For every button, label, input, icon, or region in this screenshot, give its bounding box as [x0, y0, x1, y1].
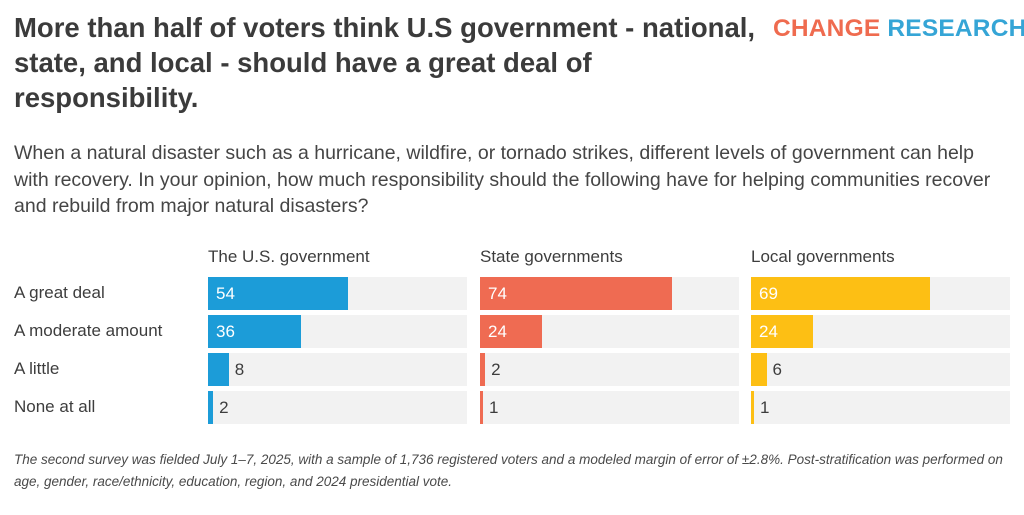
series-header: State governments: [480, 247, 623, 266]
bar-track: 24: [751, 315, 1010, 348]
logo-part-1: CHANGE: [773, 15, 881, 42]
bar: [480, 277, 672, 310]
bar: [480, 315, 543, 348]
bar-value-label: 1: [489, 398, 499, 417]
chart-title: More than half of voters think U.S gover…: [14, 12, 756, 113]
logo-part-2: RESEARCH: [887, 15, 1024, 42]
footnote: The second survey was fielded July 1–7, …: [14, 452, 1003, 489]
bar: [751, 315, 814, 348]
bar-track: 74: [480, 277, 739, 310]
bar: [208, 353, 229, 386]
bar-track: 54: [208, 277, 467, 310]
bar-value-label: 24: [488, 322, 507, 341]
row-label: None at all: [14, 397, 96, 416]
series-header: The U.S. government: [208, 247, 370, 266]
bar-track: 8: [208, 353, 467, 386]
bar-track: 36: [208, 315, 467, 348]
bar: [480, 391, 483, 424]
bar-value-label: 36: [216, 322, 235, 341]
bar: [751, 391, 754, 424]
bar-value-label: 69: [759, 284, 778, 303]
row-label: A little: [14, 359, 60, 378]
bar-track: 2: [480, 353, 739, 386]
bar-value-label: 24: [759, 322, 778, 341]
bar-track: 1: [751, 391, 1010, 424]
series-header: Local governments: [751, 247, 895, 266]
change-research-logo: CHANGE RESEARCH™: [773, 15, 1024, 43]
bar-value-label: 2: [491, 360, 501, 379]
bar: [751, 353, 767, 386]
bar-value-label: 2: [219, 398, 229, 417]
bar: [480, 353, 486, 386]
bar: [208, 315, 302, 348]
bar-track: 24: [480, 315, 739, 348]
bar-track: 1: [480, 391, 739, 424]
bar-value-label: 1: [760, 398, 770, 417]
question-text: When a natural disaster such as a hurric…: [14, 142, 991, 217]
bar-track: 2: [208, 391, 467, 424]
bar-value-label: 74: [488, 284, 507, 303]
bar: [751, 277, 930, 310]
bar-value-label: 54: [216, 284, 235, 303]
bar: [208, 391, 214, 424]
bar-value-label: 8: [234, 360, 245, 379]
row-label: A great deal: [14, 283, 105, 302]
row-label: A moderate amount: [14, 321, 163, 340]
bar-value-label: 6: [772, 360, 782, 379]
bar-track: 6: [751, 353, 1010, 386]
bar-track: 69: [751, 277, 1010, 310]
bar: [208, 277, 348, 310]
